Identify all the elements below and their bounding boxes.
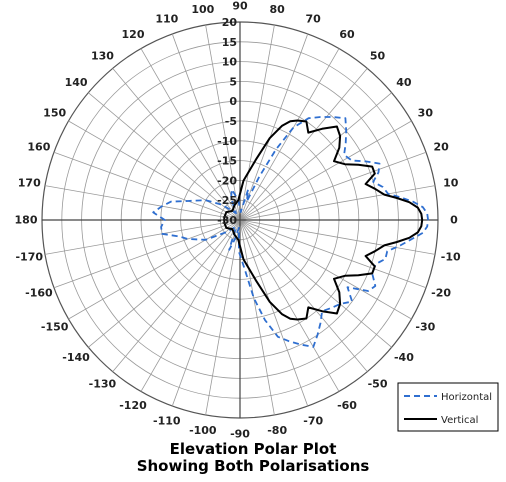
grid-spoke bbox=[44, 219, 241, 255]
grid-spoke bbox=[68, 120, 241, 221]
legend-box bbox=[397, 382, 499, 432]
grid-spoke bbox=[239, 219, 427, 289]
angle-tick-label: -50 bbox=[368, 377, 388, 390]
grid-spoke bbox=[239, 219, 340, 392]
angle-tick-label: 120 bbox=[122, 28, 145, 41]
chart-title: Elevation Polar Plot bbox=[169, 440, 337, 458]
grid-spoke bbox=[112, 219, 241, 372]
grid-spoke bbox=[239, 24, 275, 221]
angle-tick-label: -10 bbox=[441, 251, 461, 264]
grid-spoke bbox=[44, 185, 241, 221]
angle-tick-labels: 0102030405060708090100110120130140150160… bbox=[15, 0, 462, 440]
angle-tick-label: 100 bbox=[191, 3, 214, 16]
angle-tick-label: 0 bbox=[450, 214, 458, 227]
angle-tick-label: -100 bbox=[189, 424, 217, 437]
angle-tick-label: -170 bbox=[15, 251, 43, 264]
angle-tick-label: -110 bbox=[153, 415, 181, 428]
angle-tick-label: 170 bbox=[18, 176, 41, 189]
grid-spoke bbox=[205, 219, 241, 416]
angle-tick-label: 150 bbox=[43, 107, 66, 120]
angle-tick-label: 80 bbox=[270, 3, 286, 16]
grid-spoke bbox=[140, 48, 241, 221]
radial-tick-label: 15 bbox=[222, 36, 237, 49]
legend-label-vertical: Vertical bbox=[441, 415, 478, 426]
grid-spoke bbox=[239, 48, 340, 221]
grid-spoke bbox=[239, 219, 309, 407]
polar-grid bbox=[41, 21, 439, 419]
series-layer bbox=[152, 116, 429, 348]
series-vertical bbox=[223, 119, 424, 321]
grid-spoke bbox=[171, 33, 241, 221]
radial-tick-label: -15 bbox=[217, 155, 237, 168]
angle-tick-label: 20 bbox=[433, 140, 449, 153]
grid-spoke bbox=[239, 151, 427, 221]
grid-spoke bbox=[171, 219, 241, 407]
angle-tick-label: -130 bbox=[89, 377, 117, 390]
series-horizontal bbox=[152, 116, 429, 348]
angle-tick-label: -160 bbox=[25, 287, 53, 300]
radial-tick-label: 20 bbox=[222, 16, 238, 29]
angle-tick-label: 130 bbox=[91, 50, 114, 63]
angle-tick-label: -90 bbox=[230, 428, 250, 441]
grid-spoke bbox=[239, 68, 368, 221]
legend-label-horizontal: Horizontal bbox=[441, 392, 492, 403]
radial-tick-label: -10 bbox=[217, 135, 237, 148]
grid-spoke bbox=[239, 219, 275, 416]
angle-tick-label: -120 bbox=[119, 399, 147, 412]
angle-tick-label: -30 bbox=[415, 321, 435, 334]
radial-tick-label: -25 bbox=[217, 194, 237, 207]
angle-tick-label: 30 bbox=[418, 107, 434, 120]
angle-tick-label: -70 bbox=[303, 415, 323, 428]
grid-spoke bbox=[239, 219, 392, 348]
angle-tick-label: 50 bbox=[370, 50, 386, 63]
radial-tick-label: 10 bbox=[222, 56, 238, 69]
grid-spoke bbox=[239, 120, 412, 221]
grid-spoke bbox=[112, 68, 241, 221]
angle-tick-label: -140 bbox=[62, 351, 90, 364]
grid-spoke bbox=[239, 219, 368, 372]
grid-spoke bbox=[239, 92, 392, 221]
radial-tick-labels: 20 15 10 5 0 -5 -10 -15 -20 -25 -30 bbox=[217, 16, 237, 227]
chart-subtitle: Showing Both Polarisations bbox=[136, 457, 370, 475]
grid-spoke bbox=[68, 219, 241, 320]
angle-tick-label: -80 bbox=[267, 424, 287, 437]
grid-spoke bbox=[88, 92, 241, 221]
radial-tick-label: 0 bbox=[229, 95, 237, 108]
angle-tick-label: 60 bbox=[339, 28, 355, 41]
grid-spoke bbox=[88, 219, 241, 348]
polar-chart: 0102030405060708090100110120130140150160… bbox=[15, 0, 499, 440]
angle-tick-label: -150 bbox=[41, 321, 69, 334]
grid-spoke bbox=[53, 219, 241, 289]
grid-spoke bbox=[239, 185, 436, 221]
radial-tick-label: -30 bbox=[217, 214, 237, 227]
grid-spoke bbox=[205, 24, 241, 221]
angle-tick-label: 40 bbox=[396, 76, 412, 89]
grid-spoke bbox=[140, 219, 241, 392]
angle-tick-label: 70 bbox=[306, 12, 322, 25]
grid-spoke bbox=[53, 151, 241, 221]
angle-tick-label: 160 bbox=[27, 140, 50, 153]
grid-spoke bbox=[239, 219, 412, 320]
angle-tick-label: 90 bbox=[232, 0, 248, 13]
angle-tick-label: -20 bbox=[431, 287, 451, 300]
legend: Horizontal Vertical bbox=[397, 382, 499, 432]
angle-tick-label: -40 bbox=[394, 351, 414, 364]
angle-tick-label: 110 bbox=[155, 12, 178, 25]
angle-tick-label: 180 bbox=[15, 214, 38, 227]
angle-tick-label: 140 bbox=[65, 76, 88, 89]
angle-tick-label: -60 bbox=[337, 399, 357, 412]
angle-tick-label: 10 bbox=[443, 176, 459, 189]
radial-tick-label: 5 bbox=[229, 75, 237, 88]
radial-tick-label: -5 bbox=[225, 115, 237, 128]
grid-spoke bbox=[239, 219, 436, 255]
grid-spoke bbox=[239, 33, 309, 221]
radial-tick-label: -20 bbox=[217, 174, 237, 187]
